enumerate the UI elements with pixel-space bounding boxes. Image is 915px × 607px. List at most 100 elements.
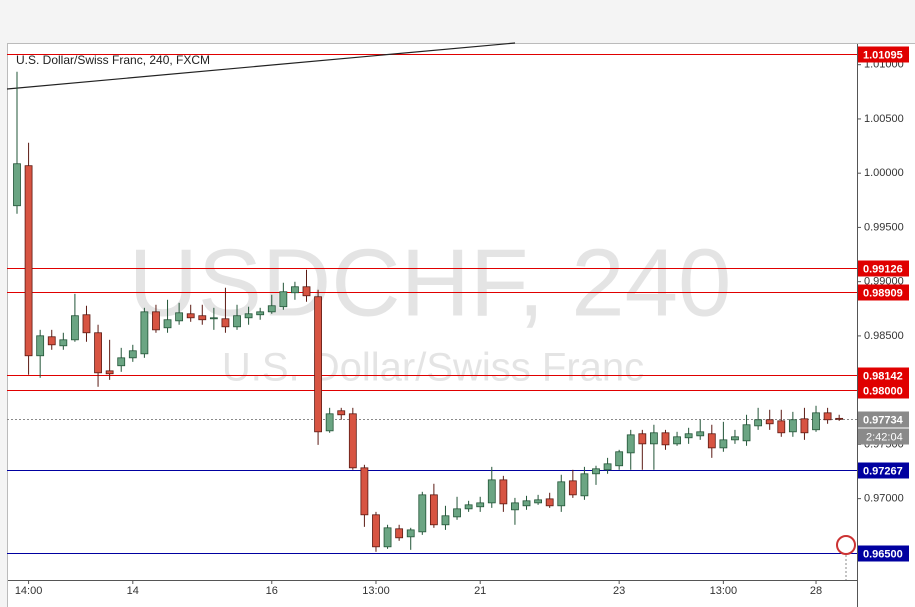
candle-body: [429, 494, 438, 526]
candle-body: [209, 317, 218, 320]
watermark-subtitle: U.S. Dollar/Swiss Franc: [222, 346, 644, 390]
candle-body: [360, 467, 369, 516]
candle-body: [325, 413, 334, 432]
candle-body: [661, 432, 670, 446]
candle-body: [534, 499, 542, 504]
candle-body: [650, 432, 658, 445]
candle-body: [453, 508, 461, 518]
watermark: USDCHF, 240: [129, 229, 732, 336]
candle-body: [105, 370, 114, 375]
event-icon[interactable]: [836, 535, 856, 555]
candle-body: [511, 502, 519, 511]
level-label-box: [858, 284, 909, 301]
candle-body: [800, 418, 809, 434]
level-label-box: [858, 367, 909, 384]
candle-body: [117, 357, 126, 367]
x-tick-label: 14: [127, 585, 139, 597]
x-tick-label: 13:00: [362, 585, 390, 597]
candle-body: [545, 498, 554, 507]
candle-body: [580, 473, 589, 497]
candle-body: [175, 312, 184, 322]
candle-body: [476, 502, 485, 508]
level-label: 0.99126: [863, 263, 903, 275]
level-label-box: [858, 462, 909, 479]
candle-body: [233, 315, 241, 328]
candle-body: [777, 420, 786, 434]
candle-body: [499, 479, 508, 505]
trend-line: [6, 42, 516, 90]
candle-body: [291, 286, 299, 294]
level-label: 0.96500: [863, 548, 903, 560]
candle-body: [82, 314, 91, 334]
y-tick-label: 0.97000: [864, 493, 904, 505]
candle-body: [198, 315, 207, 321]
x-tick-label: 21: [474, 585, 486, 597]
candle-body: [626, 434, 635, 454]
candle-body: [140, 311, 149, 355]
candle-body: [302, 286, 311, 297]
candle-body: [765, 419, 774, 425]
candle-body: [568, 480, 577, 496]
candle-body: [47, 336, 56, 346]
candle-body: [788, 419, 797, 433]
candle-body: [348, 413, 357, 469]
candle-body: [673, 436, 681, 445]
candle-body: [742, 424, 751, 442]
chart-title: U.S. Dollar/Swiss Franc, 240, FXCM: [16, 53, 210, 67]
candle-body: [731, 436, 739, 441]
candle-body: [13, 163, 21, 207]
candle-body: [464, 504, 473, 510]
candle-body: [337, 410, 346, 416]
candle-body: [707, 433, 716, 449]
x-tick-label: 23: [613, 585, 625, 597]
x-tick-label: 14:00: [15, 585, 43, 597]
level-label: 0.98909: [863, 287, 903, 299]
candle-body: [441, 515, 450, 526]
last-price-label: 0.97734: [863, 414, 904, 426]
candle-body: [719, 439, 728, 449]
candle-body: [522, 500, 531, 507]
candle-body: [557, 481, 566, 507]
candle-body: [812, 412, 820, 431]
candle-body: [94, 332, 102, 374]
last-price-box: [858, 411, 909, 428]
x-tick-label: 16: [266, 585, 278, 597]
level-label: 0.98000: [863, 385, 903, 397]
level-label: 0.97267: [863, 465, 903, 477]
candle-body: [592, 468, 600, 475]
candle-body: [24, 165, 33, 357]
candle-body: [71, 315, 79, 341]
candle-body: [221, 318, 230, 328]
candle-body: [487, 479, 496, 504]
candle-body: [696, 431, 705, 437]
candle-body: [638, 433, 647, 445]
level-label-box: [858, 260, 909, 277]
candle-body: [835, 417, 844, 420]
candle-body: [406, 529, 415, 538]
countdown-label: 2:42:04: [866, 431, 903, 443]
candle-body: [186, 313, 195, 319]
candle-body: [823, 412, 832, 421]
level-label-box: [858, 46, 909, 63]
y-tick-label: 1.00000: [864, 167, 904, 179]
candle-body: [372, 514, 380, 548]
candle-body: [267, 305, 276, 313]
candle-body: [395, 528, 404, 539]
candle-body: [163, 319, 172, 329]
candle-body: [256, 311, 265, 316]
candle-body: [36, 335, 45, 357]
candle-body: [314, 296, 322, 433]
y-tick-label: 0.99500: [864, 221, 904, 233]
candle-body: [754, 419, 763, 427]
x-tick-label: 28: [810, 585, 822, 597]
countdown-box: [858, 428, 909, 445]
candle-body: [128, 350, 137, 359]
level-label-box: [858, 545, 909, 562]
candle-body: [383, 527, 392, 548]
candle-body: [615, 451, 624, 467]
level-label: 0.98142: [863, 370, 903, 382]
candle-body: [244, 313, 253, 319]
candle-body: [279, 291, 288, 308]
level-label: 1.01095: [863, 49, 903, 61]
